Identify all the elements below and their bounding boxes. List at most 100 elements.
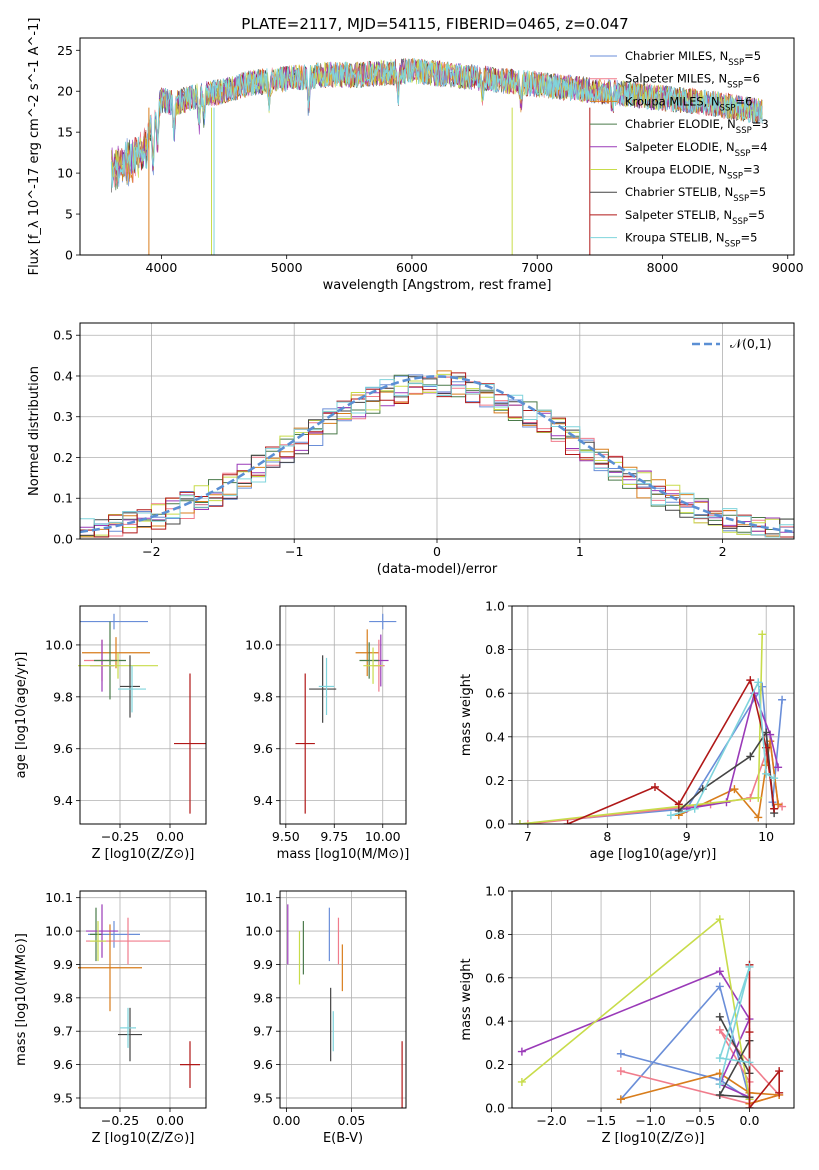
mass-weight-marker [674,800,683,809]
x-tick-label: −2 [142,544,160,559]
x-axis-label: Z [log10(Z/Z⊙)] [92,847,195,862]
residual-histograms [80,370,794,538]
x-tick-label: 4000 [146,260,178,275]
errorbar-point [118,1007,142,1062]
y-tick-label: 0.2 [485,1057,505,1072]
mass-weight-marker [515,820,524,824]
mass-weight-marker [745,1028,754,1037]
spectrum-chart: 4000 5000 6000 7000 8000 9000 0 5 10 15 20 25 wavele… [27,18,804,293]
y-tick-label: 9.6 [53,1057,73,1072]
mass-weight-marker [715,982,724,991]
mass-weight-marker [715,967,724,976]
x-tick-label: 0.05 [338,1113,366,1128]
y-tick-label: 9.6 [253,1057,273,1072]
x-axis-label: E(B-V) [323,1131,363,1146]
mass-weight-marker [762,728,771,737]
y-tick-label: 0.4 [485,729,505,744]
mass-weight-series-8 [718,966,751,1085]
y-tick-label: 5 [65,207,73,222]
y-tick-label: 9.4 [53,793,73,808]
mass-weight-marker [745,962,754,971]
x-axis-label: Z [log10(Z/Z⊙)] [92,1131,195,1146]
mass-weight-marker [666,811,675,820]
x-axis-label: Z [log10(Z/Z⊙)] [602,1131,705,1146]
axes-frame [279,890,407,1109]
legend-label: Salpeter STELIB, NSSP=5 [625,208,765,227]
y-tick-label: 0.4 [485,1014,505,1029]
mass-weight-marker [775,1067,784,1076]
y-tick-label: 0.3 [53,409,73,424]
legend-label: Chabrier STELIB, NSSP=5 [625,185,766,204]
y-tick-label: 9.5 [53,1090,73,1105]
mass-weight-marker [517,1077,526,1086]
errorbar-point [295,673,315,814]
mass-weight-marker [774,763,783,772]
mass-weight-marker [778,695,787,704]
mass-weight-marker [774,800,783,809]
mass-vs-extinction-chart: 0.00 0.05 9.5 9.6 9.7 9.8 9.9 10.0 10.1 E(B-V) [245,890,407,1146]
y-tick-label: 10.0 [245,924,273,939]
errorbar-point [174,673,206,814]
y-axis-label: Normed distribution [27,366,42,496]
mass-weight-series-7 [748,964,780,1108]
x-tick-label: 5000 [271,260,303,275]
x-axis-label: mass [log10(M/M⊙)] [277,847,410,862]
y-tick-label: 10.1 [245,890,273,905]
errorbar-point [78,924,142,1012]
errorbar-point [80,613,148,630]
y-tick-label: 9.8 [253,689,273,704]
axes-frame [79,605,207,825]
x-tick-label: 0 [433,544,441,559]
errorbar-point [363,647,383,684]
mass-weight-vs-metallicity-chart: −2.0 −1.5 −1.0 −0.5 0.0 0.0 0.2 0.4 0.6 0.8 1.0 Z [… [459,884,795,1146]
mass-weight-series-5 [519,634,763,824]
mass-weight-marker [730,785,739,794]
x-tick-label: 6000 [396,260,428,275]
mass-weight-marker [758,630,767,639]
errorbar-point [120,655,140,718]
y-tick-label: 15 [57,125,73,140]
y-tick-label: 9.4 [253,793,273,808]
mass-weight-marker [523,820,532,824]
mass-weight-marker [770,774,779,783]
y-tick-label: 9.8 [253,990,273,1005]
y-tick-label: 0.0 [485,1101,505,1116]
legend-label: Chabrier MILES, NSSP=5 [625,49,761,68]
y-tick-label: 9.6 [253,741,273,756]
mass-weight-marker [754,678,763,687]
y-tick-label: 0.2 [485,773,505,788]
errorbar-point [318,657,335,715]
x-tick-label: −1.5 [586,1113,616,1128]
y-axis-label: Flux [f_λ 10^-17 erg cm^-2 s^-1 A^-1] [27,18,42,276]
y-tick-label: 25 [57,43,73,58]
mass-weight-marker [754,813,763,822]
x-tick-label: −0.5 [685,1113,715,1128]
mass-weight-series-5 [521,917,751,1100]
y-tick-label: 10.1 [45,890,73,905]
axes-frame [511,890,795,1109]
y-tick-label: 0.1 [53,491,73,506]
errorbar-point [90,921,106,962]
y-tick-label: 9.6 [53,741,73,756]
axes-frame [511,605,795,825]
mass-weight-marker [762,769,771,778]
legend-label: 𝒩(0,1) [730,336,772,351]
y-tick-label: 9.9 [253,957,273,972]
mass-weight-marker [715,1025,724,1034]
errorbar-point [355,629,379,677]
axes-frame [279,605,407,825]
mass-weight-marker [745,1104,754,1108]
x-tick-label: −2.0 [536,1113,566,1128]
axes-frame [79,890,207,1109]
y-tick-label: 0.8 [485,927,505,942]
x-tick-label: 1 [576,544,584,559]
mass-weight-marker [715,1012,724,1021]
legend-label: Chabrier ELODIE, NSSP=3 [625,117,769,136]
mass-weight-marker [616,1049,625,1058]
y-tick-label: 9.9 [53,957,73,972]
legend-label: Kroupa STELIB, NSSP=5 [625,231,757,250]
y-tick-label: 0.6 [485,970,505,985]
y-tick-label: 10.0 [45,924,73,939]
mass-vs-metallicity-chart: −0.25 0.00 9.5 9.6 9.7 9.8 9.9 10.0 10.1 Z [log10… [14,890,207,1146]
